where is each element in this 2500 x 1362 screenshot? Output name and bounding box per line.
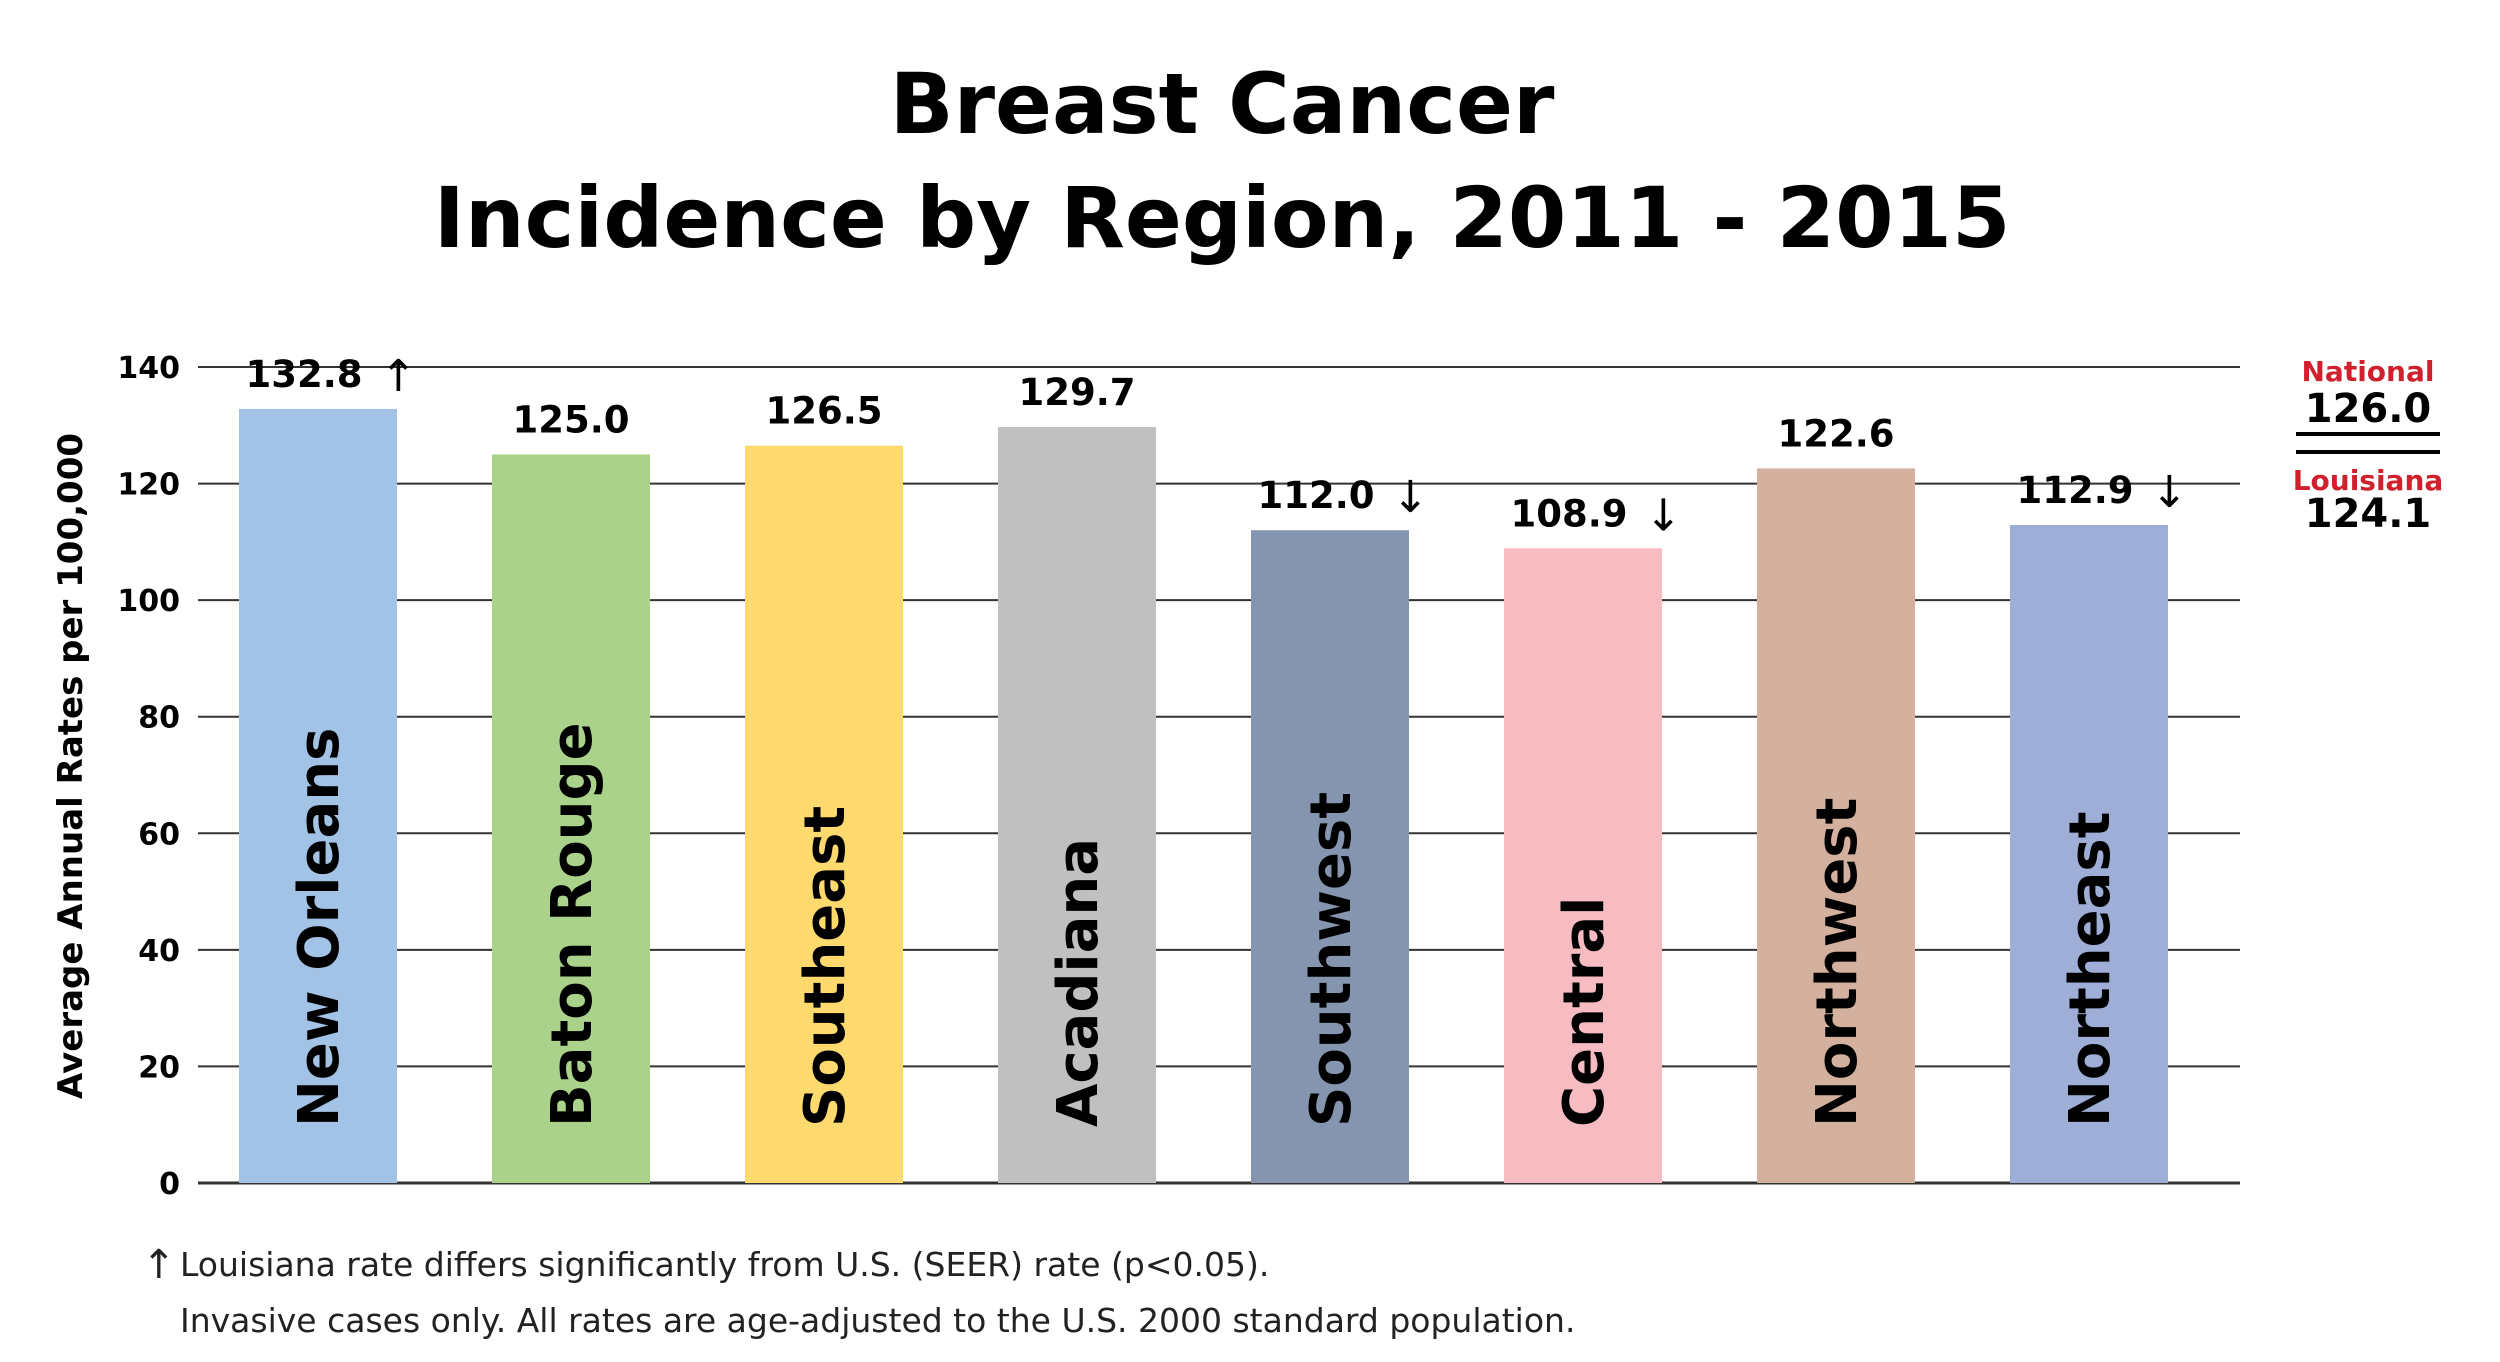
bar-category-label: Northeast — [2058, 812, 2123, 1127]
value-label: 112.9 — [2016, 469, 2133, 512]
value-label: 129.7 — [1018, 371, 1135, 414]
value-label: 112.0 — [1257, 474, 1374, 517]
reference-legend: National 126.0 Louisiana 124.1 — [2293, 355, 2444, 537]
bar-southwest — [1251, 530, 1409, 1183]
value-label: 126.5 — [765, 390, 882, 433]
footnote-method: Invasive cases only. All rates are age-a… — [180, 1301, 1575, 1340]
y-tick-label: 80 — [138, 701, 180, 736]
value-label: 125.0 — [512, 398, 629, 441]
bar-category-labels: New Orleans Baton Rouge Southeast Acadiana S… — [287, 722, 2123, 1127]
y-tick-label: 20 — [138, 1050, 180, 1085]
bar-southeast — [745, 445, 903, 1184]
value-label: 132.8 — [245, 353, 362, 396]
national-heading: National — [2302, 355, 2435, 388]
down-arrow-icon: ↓ — [2151, 467, 2188, 518]
up-arrow-icon: ↑ — [380, 351, 417, 402]
bar-category-label: Central — [1552, 897, 1617, 1127]
bar-acadiana — [998, 427, 1156, 1183]
down-arrow-icon: ↓ — [1392, 472, 1429, 523]
bar-category-label: Northwest — [1805, 798, 1870, 1127]
bar-central — [1504, 548, 1662, 1183]
value-labels: 132.8 ↑ 125.0 126.5 129.7 112.0 ↓ 108.9 ↓ 122.6 11… — [245, 351, 2187, 541]
bar-northeast — [2010, 524, 2168, 1183]
bar-category-label: Acadiana — [1046, 838, 1111, 1127]
y-tick-label: 40 — [138, 934, 180, 969]
bar-baton-rouge — [492, 454, 650, 1183]
y-tick-label: 140 — [117, 351, 180, 386]
bars — [239, 408, 2168, 1184]
y-tick-label: 120 — [117, 468, 180, 503]
y-axis-ticks: 0 20 40 60 80 100 120 140 — [117, 351, 180, 1202]
footnotes: ↑ Louisiana rate differs significantly f… — [142, 1242, 1575, 1340]
footnote-up-arrow-icon: ↑ — [142, 1242, 176, 1288]
bar-category-label: Southeast — [793, 806, 858, 1127]
footnote-significance: Louisiana rate differs significantly fro… — [180, 1245, 1269, 1284]
louisiana-value: 124.1 — [2305, 491, 2432, 537]
chart-title-line-2: Incidence by Region, 2011 - 2015 — [434, 169, 2011, 267]
y-axis-label: Average Annual Rates per 100,000 — [51, 433, 91, 1099]
value-label: 122.6 — [1777, 412, 1894, 455]
louisiana-heading: Louisiana — [2293, 464, 2444, 497]
national-value: 126.0 — [2305, 386, 2432, 432]
y-tick-label: 100 — [117, 584, 180, 619]
bar-category-label: Southwest — [1299, 792, 1364, 1127]
bar-northwest — [1757, 468, 1915, 1184]
y-tick-label: 0 — [159, 1167, 180, 1202]
bar-new-orleans — [239, 408, 397, 1184]
chart-title-line-1: Breast Cancer — [890, 55, 1555, 153]
value-label: 108.9 — [1510, 492, 1627, 535]
bar-category-label: Baton Rouge — [540, 722, 605, 1127]
y-tick-label: 60 — [138, 817, 180, 852]
bar-category-label: New Orleans — [287, 728, 352, 1127]
down-arrow-icon: ↓ — [1645, 490, 1682, 541]
